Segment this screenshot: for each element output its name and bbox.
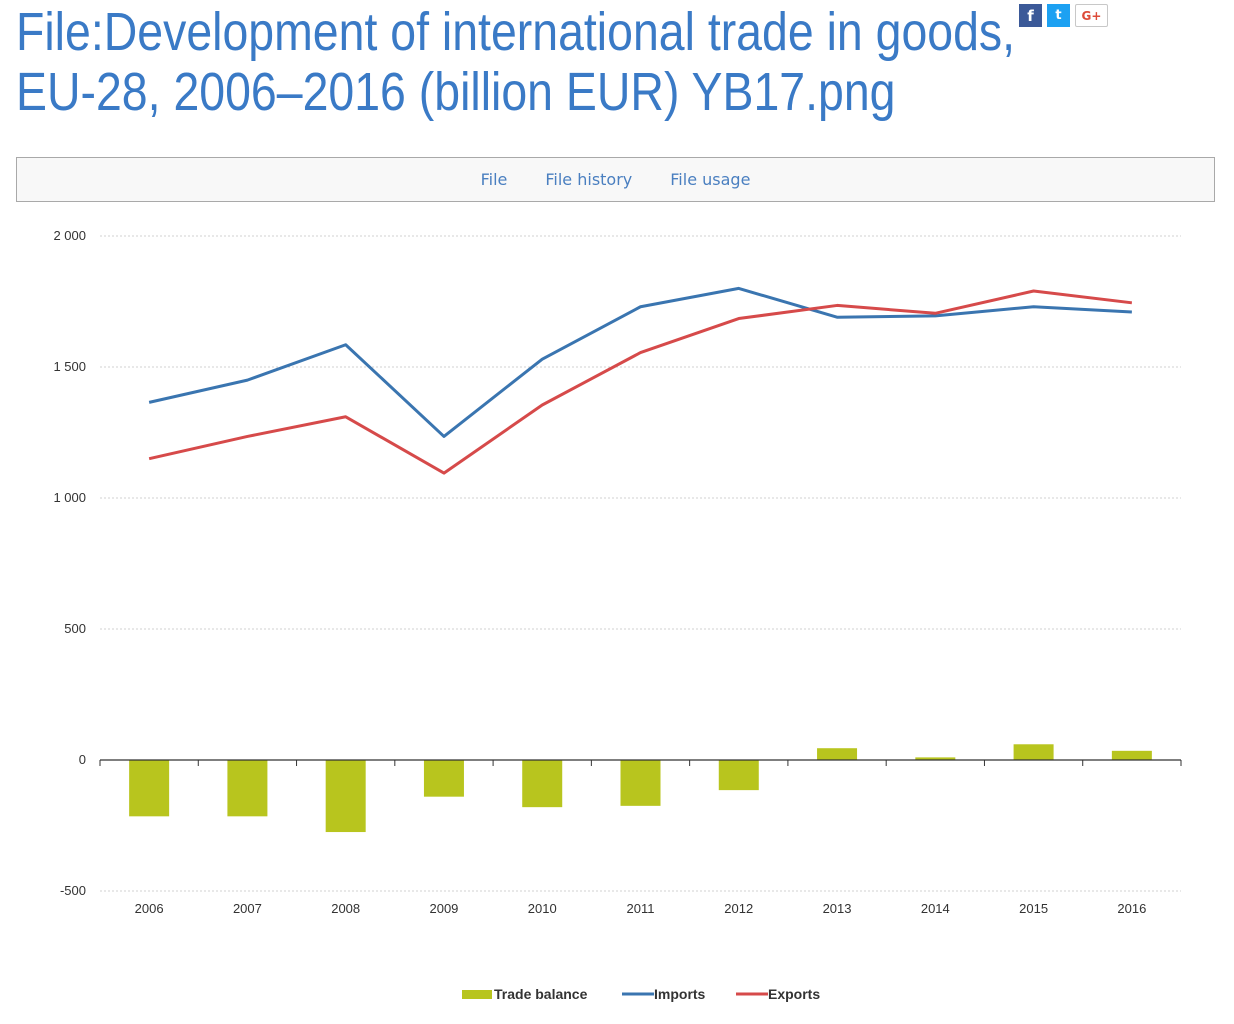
x-tick-label: 2011 (627, 901, 655, 916)
y-tick-label: -500 (60, 883, 86, 898)
trade-balance-bar (325, 760, 366, 833)
x-tick-label: 2014 (921, 901, 950, 916)
legend-label-trade-balance: Trade balance (494, 986, 588, 1002)
trade-balance-bar (620, 760, 661, 806)
trade-balance-bar (718, 760, 759, 791)
page-title: File:Development of international trade … (16, 2, 1016, 122)
trade-balance-bar (817, 748, 858, 760)
x-tick-label: 2009 (429, 901, 458, 916)
trade-chart: 2 000 1 500 1 000 500 0 -500 2006 2007 2008 2009 2… (53, 228, 1182, 1002)
tab-file-history[interactable]: File history (545, 170, 633, 189)
facebook-icon[interactable]: f (1019, 4, 1042, 27)
x-tick-label: 2016 (1117, 901, 1146, 916)
google-plus-icon[interactable]: G+ (1075, 4, 1108, 27)
legend-swatch-trade-balance (462, 990, 492, 999)
x-tick-label: 2015 (1019, 901, 1048, 916)
trade-balance-bar (1013, 744, 1054, 760)
trade-balance-bar (1111, 750, 1152, 760)
imports-line (148, 286, 1132, 438)
x-tick-label: 2013 (823, 901, 852, 916)
y-tick-label: 1 000 (53, 490, 86, 505)
share-buttons: f t G+ (1019, 4, 1108, 27)
tab-file-usage[interactable]: File usage (670, 170, 751, 189)
exports-line (148, 289, 1133, 475)
twitter-icon[interactable]: t (1047, 4, 1070, 27)
y-tick-label: 0 (79, 752, 86, 767)
trade-balance-bar (522, 760, 563, 808)
x-tick-label: 2012 (724, 901, 753, 916)
trade-balance-bar (423, 760, 464, 797)
x-tick-label: 2007 (233, 901, 262, 916)
trade-balance-bar (129, 760, 170, 817)
legend-label-exports: Exports (768, 986, 820, 1002)
tab-file[interactable]: File (480, 170, 508, 189)
y-tick-label: 500 (64, 621, 86, 636)
x-tick-label: 2010 (528, 901, 557, 916)
y-tick-label: 1 500 (53, 359, 86, 374)
x-tick-label: 2008 (331, 901, 360, 916)
file-tabs: File File history File usage (16, 157, 1215, 202)
legend-label-imports: Imports (654, 986, 706, 1002)
trade-balance-bar (227, 760, 268, 817)
y-tick-label: 2 000 (53, 228, 86, 243)
trade-balance-bar (915, 757, 956, 760)
x-tick-label: 2006 (135, 901, 164, 916)
